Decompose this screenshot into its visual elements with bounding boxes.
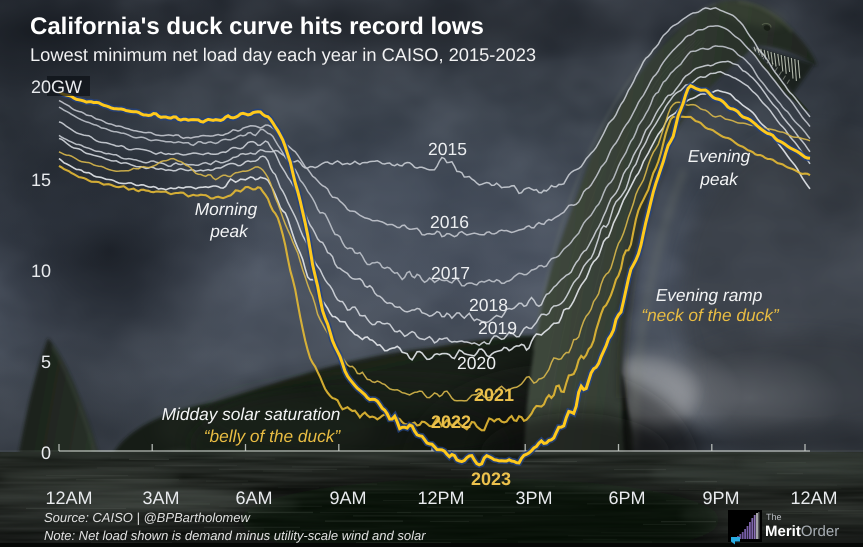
- svg-text:10: 10: [31, 261, 51, 281]
- svg-text:2023: 2023: [471, 469, 511, 489]
- svg-text:GW: GW: [51, 77, 82, 97]
- svg-text:Evening: Evening: [688, 146, 751, 166]
- svg-text:2018: 2018: [469, 295, 508, 315]
- svg-text:The: The: [766, 512, 782, 522]
- svg-text:2017: 2017: [431, 263, 470, 283]
- svg-text:12PM: 12PM: [417, 488, 464, 508]
- svg-text:Evening ramp: Evening ramp: [656, 285, 763, 305]
- svg-text:15: 15: [31, 170, 51, 190]
- svg-text:12AM: 12AM: [790, 488, 837, 508]
- svg-text:peak: peak: [209, 221, 249, 241]
- svg-text:6AM: 6AM: [235, 488, 272, 508]
- svg-text:Morning: Morning: [195, 199, 258, 219]
- svg-text:3PM: 3PM: [515, 488, 552, 508]
- svg-text:6PM: 6PM: [608, 488, 645, 508]
- svg-text:“neck of the duck”: “neck of the duck”: [641, 305, 780, 325]
- svg-text:2021: 2021: [474, 385, 514, 405]
- svg-text:9AM: 9AM: [329, 488, 366, 508]
- svg-text:Note: Net load shown is demand: Note: Net load shown is demand minus uti…: [44, 528, 426, 543]
- svg-text:20: 20: [31, 77, 51, 97]
- svg-text:2016: 2016: [430, 212, 469, 232]
- svg-text:MeritOrder: MeritOrder: [765, 523, 839, 540]
- svg-text:California's duck curve hits r: California's duck curve hits record lows: [30, 13, 484, 40]
- svg-text:3AM: 3AM: [142, 488, 179, 508]
- svg-text:9PM: 9PM: [702, 488, 739, 508]
- svg-text:2020: 2020: [457, 353, 496, 373]
- svg-text:0: 0: [41, 443, 51, 463]
- svg-text:2015: 2015: [428, 139, 467, 159]
- svg-text:2019: 2019: [478, 318, 517, 338]
- svg-text:2022: 2022: [431, 412, 471, 432]
- svg-text:12AM: 12AM: [45, 488, 92, 508]
- svg-text:“belly of the duck”: “belly of the duck”: [204, 426, 342, 446]
- svg-text:peak: peak: [699, 169, 739, 189]
- svg-text:Source: CAISO | @BPBartholomew: Source: CAISO | @BPBartholomew: [44, 510, 251, 525]
- svg-text:5: 5: [41, 352, 51, 372]
- svg-text:Midday solar saturation: Midday solar saturation: [162, 404, 341, 424]
- svg-text:Lowest minimum net load day ea: Lowest minimum net load day each year in…: [30, 44, 536, 65]
